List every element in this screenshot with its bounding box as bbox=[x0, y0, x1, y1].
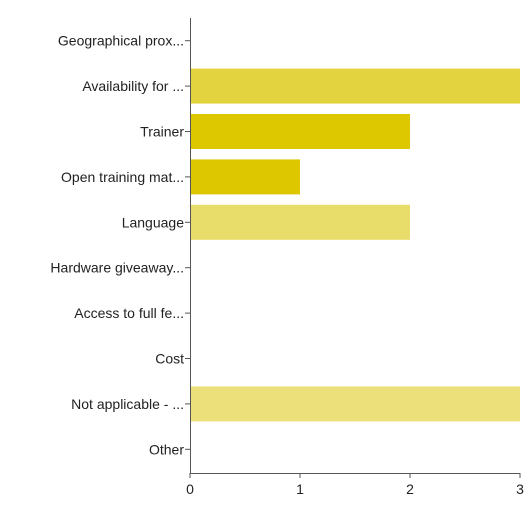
x-tick-label-0: 0 bbox=[186, 481, 194, 497]
bar-4 bbox=[190, 204, 410, 240]
category-label-4: Language bbox=[122, 214, 185, 230]
x-tick-label-1: 1 bbox=[296, 481, 304, 497]
category-label-0: Geographical prox... bbox=[58, 33, 184, 49]
bar-1 bbox=[190, 68, 520, 104]
bars-layer bbox=[190, 68, 520, 422]
category-label-8: Not applicable - ... bbox=[71, 396, 184, 412]
x-tick-label-2: 2 bbox=[406, 481, 414, 497]
tick-labels: 0 1 2 3 bbox=[186, 481, 524, 497]
category-label-7: Cost bbox=[155, 351, 184, 367]
category-label-3: Open training mat... bbox=[61, 169, 184, 185]
category-label-2: Trainer bbox=[140, 124, 184, 140]
x-tick-label-3: 3 bbox=[516, 481, 524, 497]
bar-2 bbox=[190, 114, 410, 149]
category-label-1: Availability for ... bbox=[82, 78, 184, 94]
axis-layer bbox=[185, 18, 521, 478]
category-label-9: Other bbox=[149, 441, 184, 457]
category-labels: Geographical prox... Availability for ...… bbox=[50, 33, 184, 458]
bar-8 bbox=[190, 386, 520, 422]
category-label-5: Hardware giveaway... bbox=[50, 260, 184, 276]
bar-3 bbox=[190, 159, 300, 195]
category-label-6: Access to full fe... bbox=[74, 305, 184, 321]
